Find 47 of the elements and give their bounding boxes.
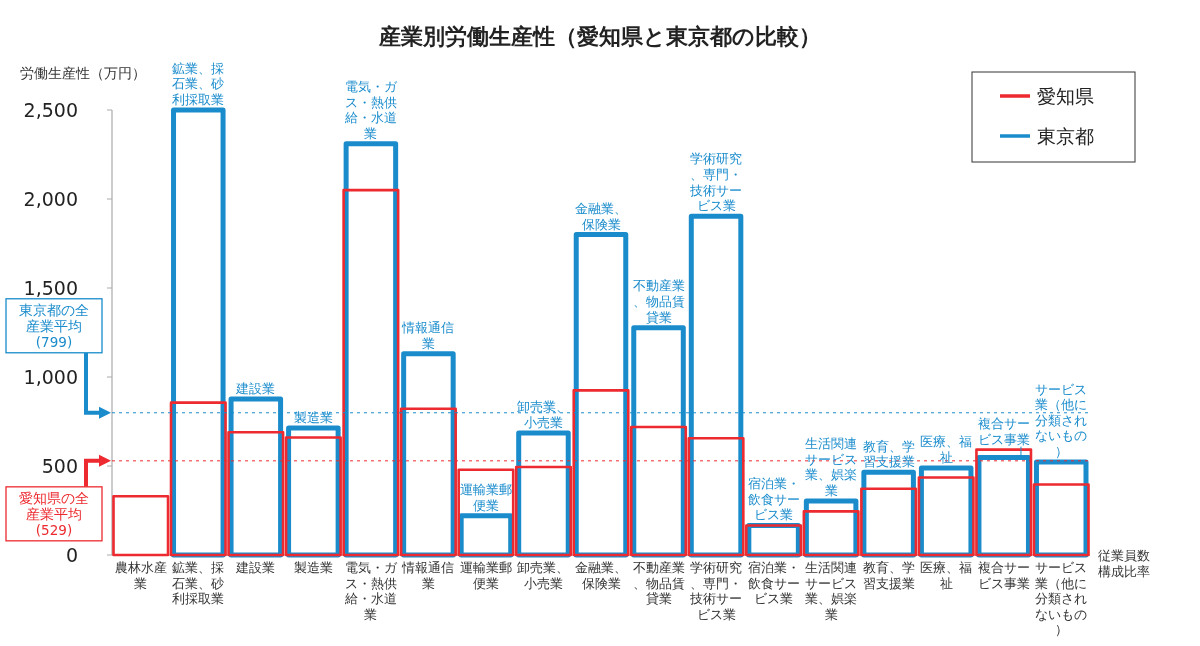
x-tick-label: 建設業	[235, 560, 276, 575]
annotation: 生活関連サービス業、娯楽業	[805, 436, 858, 499]
y-tick-label: 1,500	[23, 277, 78, 299]
x-tick-label: サービス業（他に分類されないもの）	[1035, 560, 1088, 638]
ref-line-label: 東京都の全産業平均(799)	[19, 301, 89, 351]
annotation: 金融業、保険業	[575, 201, 627, 232]
annotation: 情報通信業	[402, 320, 455, 351]
x-tick-label: 鉱業、採石業、砂利採取業	[172, 560, 225, 607]
legend-label: 愛知県	[1037, 85, 1094, 107]
x-tick-label: 宿泊業・飲食サービス業	[747, 560, 800, 607]
annotation: 鉱業、採石業、砂利採取業	[172, 60, 225, 107]
annotation: 不動産業、物品賃貸業	[632, 278, 685, 325]
x-tick-label: 生活関連サービス業、娯楽業	[805, 560, 858, 622]
x-tick-label: 製造業	[293, 560, 333, 575]
x-tick-label: 医療、福祉	[920, 560, 973, 591]
ref-line-label: 愛知県の全産業平均(529)	[19, 489, 89, 539]
annotation: サービス業（他に分類されないもの）	[1035, 381, 1088, 459]
annotation: 学術研究、専門・技術サービス業	[690, 151, 743, 214]
y-axis-title: 労働生産性（万円）	[20, 65, 146, 81]
x-tick-label: 電気・ガス・熱供給・水道業	[343, 560, 398, 622]
annotation: 運輸業郵便業	[459, 482, 512, 513]
y-tick-label: 1,000	[23, 366, 78, 388]
annotation: 卸売業、小売業	[517, 399, 570, 431]
x-tick-label: 教育、学習支援業	[862, 560, 915, 591]
x-tick-label: 金融業、保険業	[575, 560, 627, 591]
x-axis-title: 従業員数構成比率	[1098, 548, 1150, 579]
annotation: 宿泊業・飲食サービス業	[747, 476, 800, 523]
annotation: 教育、学習支援業	[862, 438, 915, 470]
y-tick-label: 500	[41, 455, 78, 477]
legend-label: 東京都	[1037, 125, 1094, 147]
annotation: 製造業	[293, 409, 333, 425]
x-tick-label: 複合サービス事業	[977, 560, 1030, 591]
x-tick-label: 卸売業、小売業	[517, 560, 570, 591]
y-tick-label: 0	[65, 544, 78, 566]
annotation: 複合サービス事業	[977, 416, 1030, 458]
annotation: 建設業	[236, 381, 276, 397]
y-tick-label: 2,500	[23, 99, 78, 121]
x-tick-label: 運輸業郵便業	[459, 560, 512, 591]
x-tick-label: 農林水産業	[114, 560, 167, 591]
annotation: 複合サービス事業	[977, 416, 1030, 447]
x-tick-label: 不動産業、物品賃貸業	[632, 560, 685, 607]
x-tick-label: 情報通信業	[401, 560, 455, 591]
annotation: 医療、福祉	[920, 434, 973, 465]
x-tick-label: 学術研究、専門・技術サービス業	[689, 560, 743, 622]
y-tick-label: 2,000	[23, 188, 78, 210]
chart-title: 産業別労働生産性（愛知県と東京都の比較）	[378, 24, 821, 49]
annotation: 電気・ガス・熱供給・水道業	[344, 79, 397, 141]
